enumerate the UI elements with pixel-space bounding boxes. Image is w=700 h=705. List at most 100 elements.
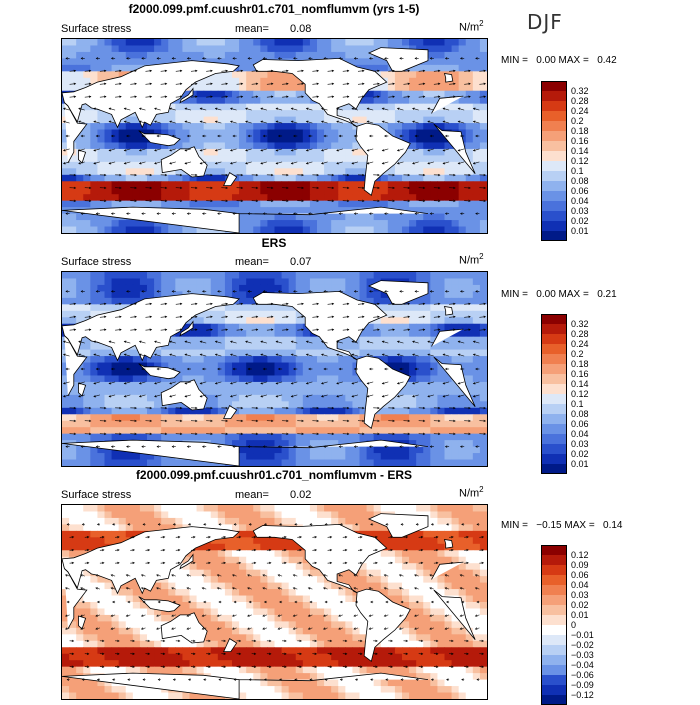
field-cell xyxy=(381,194,389,201)
field-cell xyxy=(62,52,70,59)
field-cell xyxy=(182,414,190,421)
field-cell xyxy=(239,130,247,137)
field-cell xyxy=(395,460,403,466)
field-cell xyxy=(90,414,98,421)
field-cell xyxy=(480,272,487,279)
field-cell xyxy=(324,45,332,52)
field-cell xyxy=(260,214,268,221)
field-cell xyxy=(175,460,183,466)
field-cell xyxy=(310,155,318,162)
field-cell xyxy=(76,78,84,85)
field-cell xyxy=(416,201,424,208)
field-cell xyxy=(303,388,311,395)
field-cell xyxy=(466,272,474,279)
field-cell xyxy=(275,155,283,162)
field-cell xyxy=(112,421,120,428)
field-cell xyxy=(480,337,487,344)
field-cell xyxy=(430,408,438,415)
field-cell xyxy=(416,181,424,188)
field-cell xyxy=(423,343,431,350)
field-cell xyxy=(112,434,120,441)
field-cell xyxy=(395,324,403,331)
field-cell xyxy=(168,414,176,421)
field-cell xyxy=(267,52,275,59)
field-cell xyxy=(338,285,346,292)
field-cell xyxy=(409,453,417,460)
field-cell xyxy=(345,421,353,428)
field-cell xyxy=(345,123,353,130)
field-cell xyxy=(296,440,304,447)
field-cell xyxy=(345,214,353,221)
field-cell xyxy=(452,272,460,279)
field-cell xyxy=(225,278,233,285)
field-cell xyxy=(119,278,127,285)
field-cell xyxy=(338,168,346,175)
continent-uk xyxy=(445,307,453,316)
field-cell xyxy=(416,427,424,434)
field-cell xyxy=(211,285,219,292)
field-cell xyxy=(211,84,219,91)
field-cell xyxy=(232,142,240,149)
field-cell xyxy=(62,201,70,208)
field-cell xyxy=(303,220,311,227)
field-cell xyxy=(246,272,254,279)
field-cell xyxy=(423,71,431,78)
field-cell xyxy=(253,71,261,78)
field-cell xyxy=(466,291,474,298)
field-cell xyxy=(430,447,438,454)
field-cell xyxy=(204,375,212,382)
field-cell xyxy=(133,401,141,408)
field-cell xyxy=(204,317,212,324)
field-cell xyxy=(175,427,183,434)
field-cell xyxy=(480,304,487,311)
field-cell xyxy=(239,272,247,279)
field-cell xyxy=(388,214,396,221)
field-cell xyxy=(423,388,431,395)
field-cell xyxy=(345,110,353,117)
field-cell xyxy=(246,363,254,370)
field-cell xyxy=(267,110,275,117)
field-cell xyxy=(69,84,77,91)
field-cell xyxy=(416,155,424,162)
field-cell xyxy=(83,130,91,137)
field-cell xyxy=(480,104,487,111)
colorbar-swatch xyxy=(541,221,567,231)
field-cell xyxy=(97,201,105,208)
field-cell xyxy=(282,382,290,389)
field-cell xyxy=(105,168,113,175)
field-cell xyxy=(289,427,297,434)
field-cell xyxy=(126,117,134,124)
field-cell xyxy=(76,181,84,188)
field-cell xyxy=(239,382,247,389)
field-cell xyxy=(360,447,368,454)
field-cell xyxy=(310,382,318,389)
field-cell xyxy=(253,123,261,130)
field-cell xyxy=(331,130,339,137)
field-cell xyxy=(140,414,148,421)
field-cell xyxy=(97,278,105,285)
field-cell xyxy=(473,97,481,104)
field-cell xyxy=(437,71,445,78)
field-cell xyxy=(282,123,290,130)
field-cell xyxy=(423,84,431,91)
field-cell xyxy=(437,278,445,285)
field-cell xyxy=(260,414,268,421)
field-cell xyxy=(76,71,84,78)
field-cell xyxy=(367,97,375,104)
field-cell xyxy=(119,39,127,46)
field-cell xyxy=(338,401,346,408)
field-cell xyxy=(69,285,77,292)
field-cell xyxy=(466,343,474,350)
field-cell xyxy=(282,453,290,460)
field-cell xyxy=(459,214,467,221)
field-cell xyxy=(260,71,268,78)
field-cell xyxy=(289,395,297,402)
field-cell xyxy=(289,356,297,363)
field-cell xyxy=(112,427,120,434)
field-cell xyxy=(367,110,375,117)
field-cell xyxy=(133,460,141,466)
field-cell xyxy=(423,123,431,130)
field-cell xyxy=(423,227,431,233)
field-cell xyxy=(246,447,254,454)
field-cell xyxy=(345,434,353,441)
